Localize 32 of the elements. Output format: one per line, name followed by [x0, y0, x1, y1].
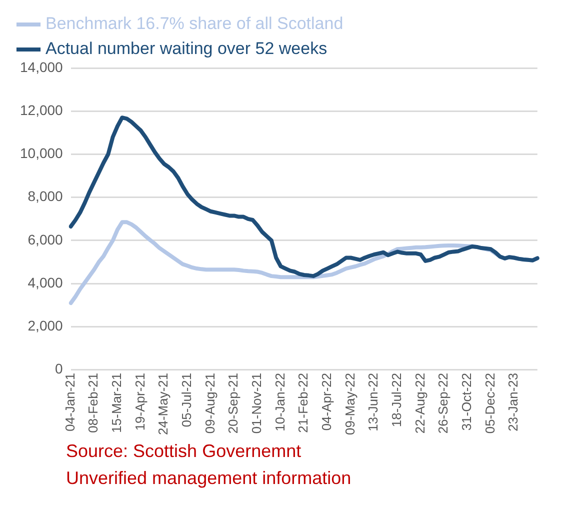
x-tick-label: 31-Oct-22 — [458, 372, 474, 431]
x-tick-label: 24-May-21 — [156, 372, 171, 436]
y-tick-label: 4,000 — [28, 274, 64, 290]
y-tick-label: 8,000 — [28, 188, 64, 204]
x-tick-label: 26-Sep-22 — [436, 372, 451, 434]
x-tick-label: 10-Jan-22 — [272, 372, 288, 432]
x-tick-label: 01-Nov-21 — [249, 372, 264, 434]
x-tick-label: 13-Jun-22 — [366, 372, 381, 432]
x-tick-label: 04-Jan-21 — [62, 372, 78, 432]
x-tick-label: 08-Feb-21 — [86, 372, 101, 433]
y-tick-label: 12,000 — [20, 102, 64, 118]
y-tick-label: 14,000 — [20, 58, 64, 75]
x-tick-label: 04-Apr-22 — [319, 372, 334, 431]
x-tick-label: 05-Dec-22 — [482, 372, 498, 434]
legend-label: Benchmark 16.7% share of all Scotland — [46, 14, 344, 34]
x-tick-label: 19-Apr-21 — [132, 372, 148, 431]
legend-label: Actual number waiting over 52 weeks — [46, 39, 328, 58]
y-tick-label: 2,000 — [28, 318, 64, 334]
text: Unverified management information — [66, 467, 352, 490]
y-tick-label: 0 — [55, 360, 64, 377]
y-tick-label: 10,000 — [20, 145, 64, 162]
y-tick-label: 6,000 — [28, 231, 64, 248]
x-tick-label: 05-Jul-21 — [179, 372, 194, 428]
x-tick-label: 22-Aug-22 — [412, 372, 428, 434]
x-tick-label: 09-May-22 — [342, 372, 358, 436]
x-tick-label: 21-Feb-22 — [296, 372, 311, 433]
x-tick-label: 15-Mar-21 — [109, 372, 124, 433]
x-tick-label: 09-Aug-21 — [202, 372, 218, 434]
x-tick-label: 18-Jul-22 — [389, 372, 404, 428]
x-tick-label: 20-Sep-21 — [226, 372, 241, 434]
x-tick-label: 23-Jan-23 — [506, 372, 521, 432]
source-note: Source: Scottish Governemnt — [66, 440, 302, 463]
